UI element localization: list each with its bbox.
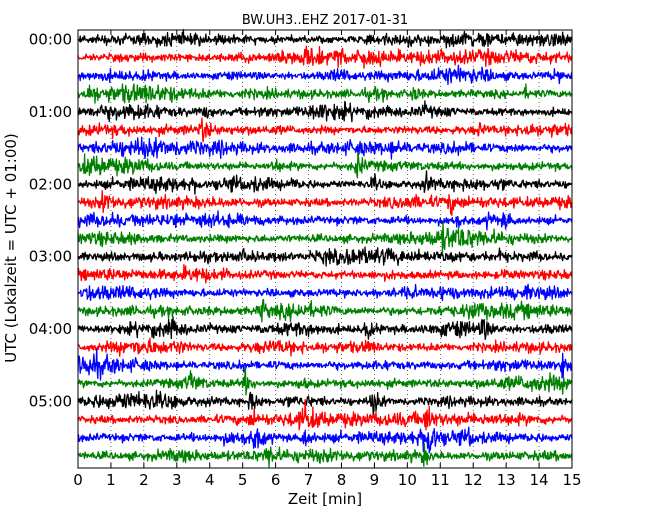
y-axis-ticks: 00:00 01:00 02:00 03:00 04:00 05:00 bbox=[29, 31, 572, 411]
x-tick-label: 1 bbox=[106, 471, 116, 489]
seismic-trace bbox=[77, 426, 573, 454]
seismic-trace bbox=[77, 264, 573, 284]
seismic-trace bbox=[77, 316, 573, 341]
y-tick-label: 00:00 bbox=[29, 31, 72, 49]
seismic-trace bbox=[77, 117, 573, 143]
seismic-trace bbox=[77, 348, 573, 381]
seismic-trace bbox=[77, 221, 573, 256]
plot-frame bbox=[77, 29, 573, 469]
seismic-trace bbox=[77, 189, 573, 216]
y-tick-label: 03:00 bbox=[29, 248, 72, 266]
y-axis-label: UTC (Lokalzeit = UTC + 01:00) bbox=[2, 133, 20, 363]
x-tick-label: 11 bbox=[431, 471, 450, 489]
x-tick-label: 12 bbox=[464, 471, 483, 489]
x-tick-label: 0 bbox=[73, 471, 83, 489]
seismic-trace bbox=[77, 170, 573, 195]
x-axis-ticks: 0 1 2 3 4 5 6 7 8 9 10 11 12 13 14 15 bbox=[73, 30, 582, 489]
x-tick-label: 6 bbox=[271, 471, 281, 489]
x-tick-label: 8 bbox=[337, 471, 347, 489]
seismic-trace bbox=[77, 398, 573, 431]
x-tick-label: 9 bbox=[370, 471, 380, 489]
seismic-trace bbox=[77, 64, 573, 86]
seismic-trace bbox=[77, 210, 573, 231]
seismic-trace bbox=[77, 389, 573, 417]
seismic-trace bbox=[77, 45, 573, 69]
y-tick-label: 05:00 bbox=[29, 393, 72, 411]
trace-group bbox=[77, 29, 573, 468]
seismic-trace bbox=[77, 29, 573, 49]
x-tick-label: 7 bbox=[304, 471, 314, 489]
seismic-trace bbox=[77, 367, 573, 396]
chart-title: BW.UH3..EHZ 2017-01-31 bbox=[242, 13, 408, 28]
y-tick-label: 01:00 bbox=[29, 103, 72, 121]
seismic-trace bbox=[77, 151, 573, 179]
seismic-trace bbox=[77, 298, 573, 323]
y-tick-label: 04:00 bbox=[29, 320, 72, 338]
seismic-trace bbox=[77, 337, 573, 357]
x-tick-label: 14 bbox=[530, 471, 549, 489]
x-axis-label: Zeit [min] bbox=[288, 490, 362, 508]
x-tick-label: 2 bbox=[139, 471, 149, 489]
y-tick-label: 02:00 bbox=[29, 175, 72, 193]
x-tick-label: 3 bbox=[172, 471, 182, 489]
x-tick-label: 4 bbox=[205, 471, 215, 489]
seismic-trace bbox=[77, 100, 573, 123]
x-tick-label: 5 bbox=[238, 471, 248, 489]
seismic-trace bbox=[77, 136, 573, 160]
x-tick-label: 15 bbox=[562, 471, 581, 489]
seismic-trace bbox=[77, 443, 573, 468]
x-tick-label: 10 bbox=[398, 471, 417, 489]
x-tick-label: 13 bbox=[497, 471, 516, 489]
seismic-trace bbox=[77, 83, 573, 104]
seismic-trace bbox=[77, 246, 573, 267]
seismic-trace bbox=[77, 283, 573, 302]
